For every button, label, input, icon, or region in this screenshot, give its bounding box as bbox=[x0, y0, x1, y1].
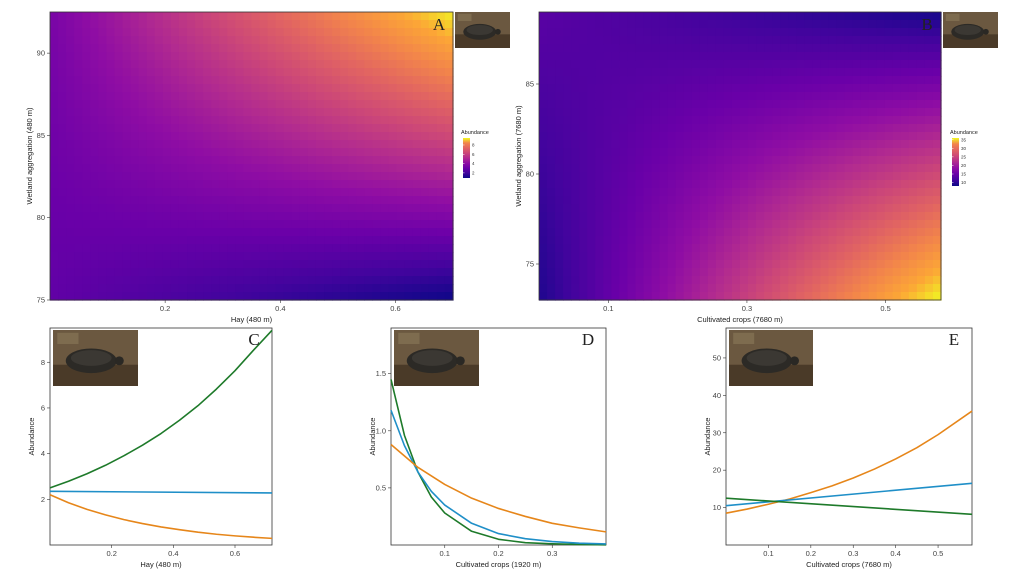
legend-tick-label: 30 bbox=[961, 146, 967, 151]
panel-label: C bbox=[248, 330, 259, 349]
turtle-photo-icon bbox=[455, 12, 510, 48]
x-axis-title: Hay (480 m) bbox=[140, 560, 182, 569]
y-tick-label: 1.5 bbox=[376, 369, 386, 378]
x-axis-title: Hay (480 m) bbox=[231, 315, 273, 324]
series-line-1 bbox=[49, 329, 273, 489]
series-line-3 bbox=[49, 494, 273, 540]
x-tick-label: 0.6 bbox=[230, 549, 240, 558]
y-tick-label: 80 bbox=[526, 170, 534, 179]
legend-tick-label: 10 bbox=[961, 180, 967, 185]
y-tick-label: 2 bbox=[41, 495, 45, 504]
y-tick-label: 85 bbox=[526, 80, 534, 89]
y-tick-label: 20 bbox=[713, 466, 721, 475]
x-axis-title: Cultivated crops (7680 m) bbox=[697, 315, 783, 324]
series-line-1 bbox=[725, 410, 973, 514]
series-line-3 bbox=[390, 443, 607, 533]
panel-label: E bbox=[949, 330, 959, 349]
turtle-photo-icon bbox=[729, 330, 813, 386]
y-axis-title: Wetland aggregation (480 m) bbox=[25, 107, 34, 205]
x-tick-label: 0.3 bbox=[742, 304, 752, 313]
x-tick-label: 0.4 bbox=[275, 304, 285, 313]
panel-d: 0.1 0.2 0.3 0.5 1.0 1.5 Cultivated crops (1920… bbox=[368, 327, 607, 569]
y-tick-label: 10 bbox=[713, 503, 721, 512]
y-tick-label: 6 bbox=[41, 403, 45, 412]
x-tick-label: 0.3 bbox=[547, 549, 557, 558]
legend-tick-label: 2 bbox=[472, 170, 475, 175]
legend-tick-label: 20 bbox=[961, 163, 967, 168]
y-tick-label: 30 bbox=[713, 428, 721, 437]
panel-label: D bbox=[582, 330, 594, 349]
x-tick-label: 0.2 bbox=[160, 304, 170, 313]
x-tick-label: 0.1 bbox=[603, 304, 613, 313]
y-tick-label: 40 bbox=[713, 391, 721, 400]
x-tick-label: 0.1 bbox=[440, 549, 450, 558]
turtle-photo-icon bbox=[943, 12, 998, 48]
heatmap-cells bbox=[50, 12, 454, 301]
series-line-2 bbox=[49, 490, 273, 494]
legend-title: Abundance bbox=[950, 130, 978, 136]
color-legend: Abundance 10 15 20 25 30 35 bbox=[950, 130, 978, 186]
y-tick-label: 4 bbox=[41, 449, 45, 458]
y-axis-title: Abundance bbox=[703, 418, 712, 456]
y-tick-label: 8 bbox=[41, 358, 45, 367]
panel-label: A bbox=[433, 15, 446, 34]
y-tick-label: 85 bbox=[37, 131, 45, 140]
legend-tick-label: 25 bbox=[961, 154, 967, 159]
plot-border bbox=[538, 11, 942, 301]
y-tick-label: 0.5 bbox=[376, 483, 386, 492]
panel-a: 0.2 0.4 0.6 75 80 85 90 Hay (480 m) Wetland aggr… bbox=[25, 11, 510, 324]
y-tick-label: 90 bbox=[37, 49, 45, 58]
y-axis-title: Wetland aggregation (7680 m) bbox=[514, 105, 523, 207]
legend-colorbar bbox=[463, 138, 470, 178]
heatmap-cells bbox=[539, 12, 942, 301]
x-tick-label: 0.5 bbox=[880, 304, 890, 313]
x-tick-label: 0.3 bbox=[848, 549, 858, 558]
x-tick-label: 0.1 bbox=[763, 549, 773, 558]
series-line-3 bbox=[725, 497, 973, 516]
y-axis-title: Abundance bbox=[368, 418, 377, 456]
panel-c: 0.2 0.4 0.6 2 4 6 8 Hay (480 m) Abundance C bbox=[27, 327, 273, 569]
color-legend: Abundance 2 4 6 8 bbox=[461, 130, 489, 178]
panel-e: 0.1 0.2 0.3 0.4 0.5 10 20 30 40 50 Cultivated crop… bbox=[703, 327, 973, 569]
legend-tick-label: 35 bbox=[961, 137, 967, 142]
legend-tick-label: 8 bbox=[472, 143, 475, 148]
x-axis-title: Cultivated crops (1920 m) bbox=[456, 560, 542, 569]
legend-colorbar bbox=[952, 138, 959, 186]
legend-title: Abundance bbox=[461, 130, 489, 136]
x-tick-label: 0.2 bbox=[493, 549, 503, 558]
y-tick-label: 50 bbox=[713, 353, 721, 362]
plot-border bbox=[49, 11, 454, 301]
y-axis-title: Abundance bbox=[27, 418, 36, 456]
series-line-2 bbox=[725, 482, 973, 507]
x-tick-label: 0.2 bbox=[806, 549, 816, 558]
legend-tick-label: 15 bbox=[961, 172, 967, 177]
y-tick-label: 1.0 bbox=[376, 426, 386, 435]
y-tick-label: 80 bbox=[37, 213, 45, 222]
y-tick-label: 75 bbox=[526, 260, 534, 269]
panel-label: B bbox=[921, 15, 932, 34]
series-line-1 bbox=[390, 379, 607, 546]
x-tick-label: 0.6 bbox=[390, 304, 400, 313]
legend-tick-label: 6 bbox=[472, 152, 475, 157]
panel-b: 0.1 0.3 0.5 75 80 85 Cultivated crops (7680 m)… bbox=[514, 11, 998, 324]
legend-tick-label: 4 bbox=[472, 161, 475, 166]
x-tick-label: 0.4 bbox=[168, 549, 178, 558]
x-tick-label: 0.2 bbox=[106, 549, 116, 558]
turtle-photo-icon bbox=[53, 330, 138, 386]
y-tick-label: 75 bbox=[37, 296, 45, 305]
x-tick-label: 0.4 bbox=[890, 549, 900, 558]
x-axis-title: Cultivated crops (7680 m) bbox=[806, 560, 892, 569]
turtle-photo-icon bbox=[394, 330, 479, 386]
x-tick-label: 0.5 bbox=[933, 549, 943, 558]
